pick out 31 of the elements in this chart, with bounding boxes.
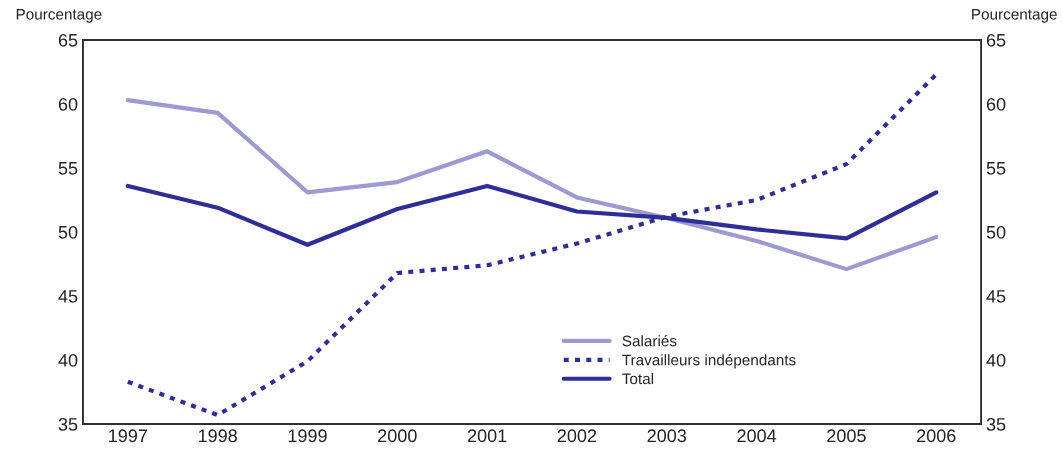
y-tick-label: 40 bbox=[58, 353, 78, 367]
y-tick-label: 60 bbox=[58, 97, 78, 111]
x-tick-label: 2006 bbox=[917, 429, 956, 443]
y-tick-label: 35 bbox=[58, 417, 78, 431]
x-tick-label: 2005 bbox=[827, 429, 866, 443]
y2-tick-label: 60 bbox=[986, 97, 1006, 111]
legend-label: Salariés bbox=[622, 334, 677, 347]
legend-label: Travailleurs indépendants bbox=[622, 354, 796, 369]
x-tick-label: 2003 bbox=[647, 429, 687, 443]
y2-axis-title: Pourcentage bbox=[972, 8, 1057, 23]
x-tick-label: 1997 bbox=[109, 429, 147, 443]
y-tick-label: 55 bbox=[58, 162, 78, 175]
y2-tick-label: 55 bbox=[986, 162, 1006, 175]
x-tick-label: 1999 bbox=[288, 429, 327, 443]
y-axis-title: Pourcentage bbox=[16, 8, 102, 23]
x-tick-label: 2004 bbox=[737, 429, 777, 443]
y2-tick-label: 45 bbox=[986, 290, 1006, 303]
x-tick-label: 2002 bbox=[557, 429, 597, 443]
legend-label: Total bbox=[622, 373, 654, 385]
y-tick-label: 65 bbox=[58, 33, 78, 47]
x-tick-label: 2000 bbox=[378, 429, 417, 443]
line-series bbox=[125, 72, 939, 418]
y2-tick-label: 40 bbox=[986, 353, 1006, 367]
x-tick-label: 2001 bbox=[467, 429, 507, 443]
y-tick-label: 50 bbox=[58, 225, 78, 239]
x-tick-label: 1998 bbox=[198, 429, 237, 443]
line-series bbox=[125, 98, 939, 272]
y2-tick-label: 50 bbox=[986, 225, 1006, 239]
y2-tick-label: 35 bbox=[986, 417, 1006, 431]
y2-tick-label: 65 bbox=[986, 33, 1006, 47]
y-tick-label: 45 bbox=[58, 290, 78, 303]
